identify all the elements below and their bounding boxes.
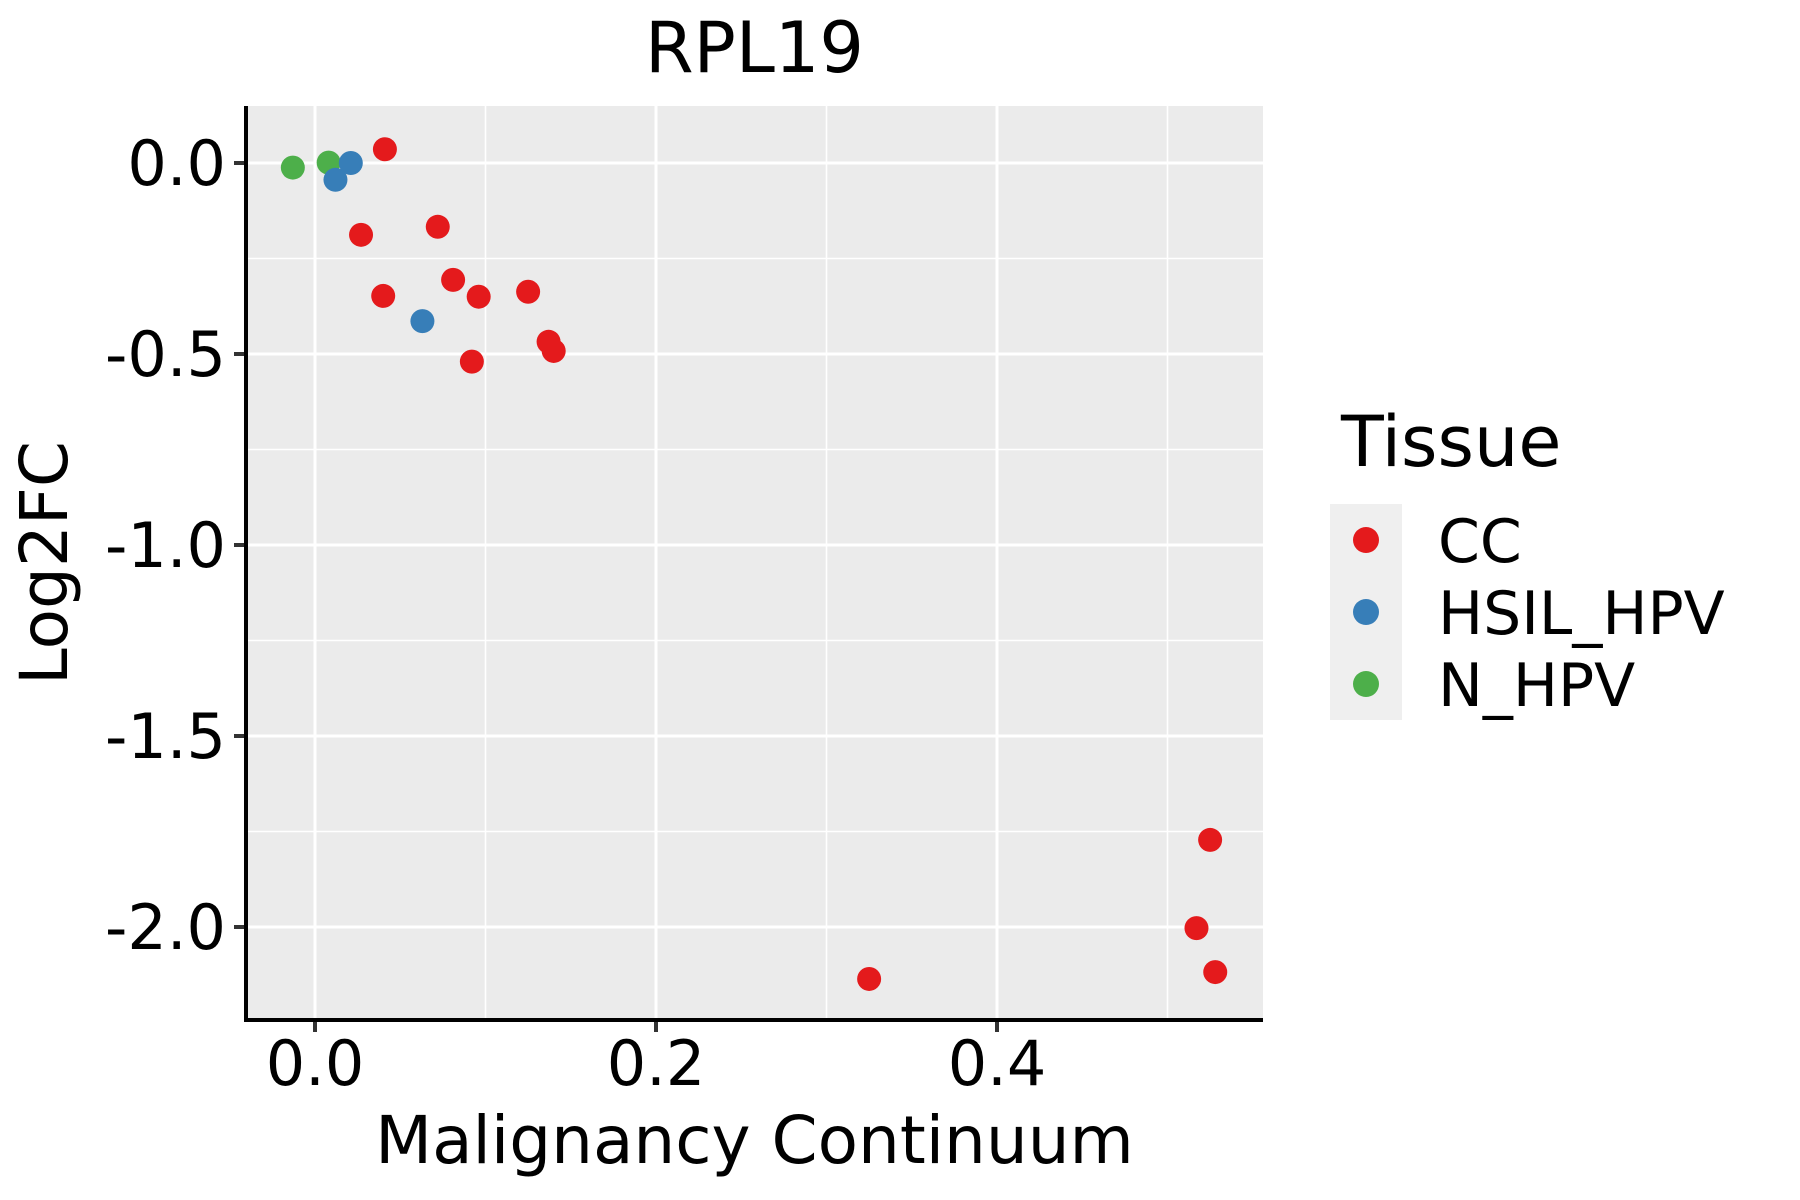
data-point-hsil_hpv <box>323 167 348 192</box>
y-tick-label: -2.0 <box>105 891 226 964</box>
legend-key-dot-n_hpv <box>1353 671 1379 697</box>
data-point-cc <box>425 214 450 239</box>
data-point-cc <box>371 283 396 308</box>
data-point-cc <box>1198 827 1223 852</box>
x-axis-label: Malignancy Continuum <box>375 1102 1134 1179</box>
legend-label: CC <box>1438 507 1522 577</box>
data-point-n_hpv <box>280 155 305 180</box>
legend-label: N_HPV <box>1438 651 1635 721</box>
legend-title: Tissue <box>1340 401 1561 483</box>
y-tick-label: 0.0 <box>127 127 226 200</box>
y-tick-label: -0.5 <box>105 318 226 391</box>
y-axis-label: Log2FC <box>6 441 83 685</box>
data-point-cc <box>466 284 491 309</box>
data-point-cc <box>541 338 566 363</box>
y-tick-label: -1.0 <box>105 509 226 582</box>
data-points <box>280 137 1228 991</box>
plot-panel <box>246 106 1263 1020</box>
x-tick-label: 0.0 <box>266 1027 365 1100</box>
data-point-cc <box>1184 916 1209 941</box>
data-point-hsil_hpv <box>338 151 363 175</box>
data-point-cc <box>459 349 484 374</box>
data-point-hsil_hpv <box>410 309 435 334</box>
data-point-cc <box>349 222 374 247</box>
legend-key-dot-cc <box>1353 527 1379 553</box>
data-point-cc <box>516 279 541 304</box>
plot-title: RPL19 <box>645 7 864 89</box>
x-tick-label: 0.2 <box>607 1027 706 1100</box>
x-tick-label: 0.4 <box>948 1027 1047 1100</box>
data-point-cc <box>1203 960 1228 985</box>
legend-key-dot-hsil_hpv <box>1353 599 1379 625</box>
y-tick-label: -1.5 <box>105 700 226 773</box>
data-point-cc <box>372 137 397 162</box>
data-point-cc <box>857 966 882 991</box>
gridlines <box>246 106 1263 1020</box>
data-point-cc <box>441 267 466 292</box>
legend-label: HSIL_HPV <box>1438 579 1725 649</box>
tick-marks <box>234 161 999 1032</box>
